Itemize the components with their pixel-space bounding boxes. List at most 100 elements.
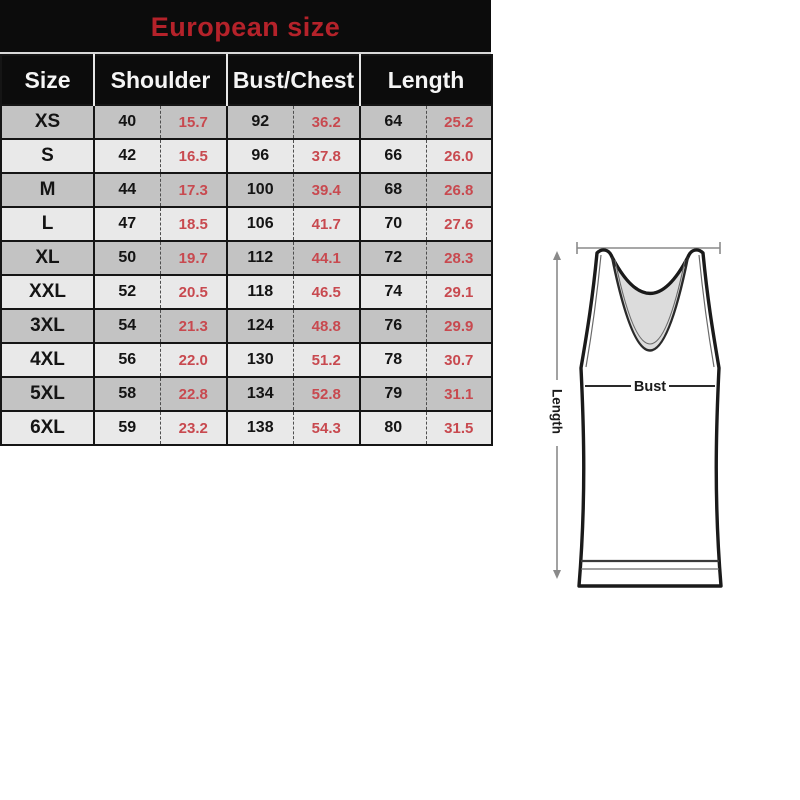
- length-measure-line: [546, 251, 568, 579]
- tank-top-diagram: Bust Length: [545, 220, 795, 600]
- shoulder-inch-value: 16.5: [159, 138, 228, 173]
- shoulder-cm-value: 59: [93, 410, 160, 445]
- size-table-header: Size Shoulder Bust/Chest Length: [1, 55, 493, 105]
- size-row-6xl: 6XL 59 23.2 138 54.3 80 31.5: [1, 410, 493, 445]
- size-label: XS: [1, 104, 94, 139]
- bust-inch-value: 37.8: [292, 138, 361, 173]
- length-inch-value: 27.6: [425, 206, 493, 241]
- shoulder-inch-value: 23.2: [159, 410, 228, 445]
- bust-cm-value: 100: [226, 172, 294, 207]
- length-cm-value: 78: [359, 342, 427, 377]
- front-neckline: [610, 256, 690, 352]
- right-armhole-stitch: [698, 254, 715, 368]
- bust-inch-value: 48.8: [292, 308, 361, 343]
- shoulder-cm-value: 54: [93, 308, 160, 343]
- column-header-bust-chest: Bust/Chest: [226, 55, 361, 105]
- length-inch-value: 26.8: [425, 172, 493, 207]
- bust-cm-value: 92: [226, 104, 294, 139]
- length-cm-value: 72: [359, 240, 427, 275]
- left-armhole-stitch: [585, 254, 602, 368]
- bust-cm-value: 124: [226, 308, 294, 343]
- size-label: 4XL: [1, 342, 94, 377]
- shoulder-inch-value: 15.7: [159, 104, 228, 139]
- size-label: XXL: [1, 274, 94, 309]
- size-label: M: [1, 172, 94, 207]
- shoulder-inch-value: 19.7: [159, 240, 228, 275]
- bust-inch-value: 41.7: [292, 206, 361, 241]
- shoulder-cm-value: 40: [93, 104, 160, 139]
- bust-cm-value: 96: [226, 138, 294, 173]
- bust-inch-value: 52.8: [292, 376, 361, 411]
- length-inch-value: 28.3: [425, 240, 493, 275]
- shoulder-measure-line: [576, 242, 721, 254]
- length-inch-value: 30.7: [425, 342, 493, 377]
- column-header-length: Length: [359, 55, 493, 105]
- bust-inch-value: 51.2: [292, 342, 361, 377]
- bust-cm-value: 130: [226, 342, 294, 377]
- size-row-xs: XS 40 15.7 92 36.2 64 25.2: [1, 104, 493, 139]
- back-neckline: [610, 256, 690, 296]
- size-row-xl: XL 50 19.7 112 44.1 72 28.3: [1, 240, 493, 275]
- shoulder-cm-value: 50: [93, 240, 160, 275]
- size-label: 3XL: [1, 308, 94, 343]
- shoulder-inch-value: 21.3: [159, 308, 228, 343]
- bust-cm-value: 106: [226, 206, 294, 241]
- shoulder-cm-value: 56: [93, 342, 160, 377]
- arrow-down-icon: [553, 570, 561, 579]
- shoulder-inch-value: 17.3: [159, 172, 228, 207]
- bust-inch-value: 36.2: [292, 104, 361, 139]
- length-inch-value: 26.0: [425, 138, 493, 173]
- size-row-s: S 42 16.5 96 37.8 66 26.0: [1, 138, 493, 173]
- bust-cm-value: 118: [226, 274, 294, 309]
- size-table: Size Shoulder Bust/Chest Length XS 40 15.7…: [0, 54, 494, 446]
- size-label: 6XL: [1, 410, 94, 445]
- length-inch-value: 29.1: [425, 274, 493, 309]
- size-label: L: [1, 206, 94, 241]
- shoulder-inch-value: 22.8: [159, 376, 228, 411]
- length-cm-value: 64: [359, 104, 427, 139]
- front-neckline-stitch: [614, 259, 686, 345]
- size-table-body: XS 40 15.7 92 36.2 64 25.2 S 42 16.5 96 37.8 66 26.0 M…: [1, 104, 493, 445]
- length-cm-value: 74: [359, 274, 427, 309]
- size-row-l: L 47 18.5 106 41.7 70 27.6: [1, 206, 493, 241]
- size-label: XL: [1, 240, 94, 275]
- shoulder-cm-value: 47: [93, 206, 160, 241]
- shoulder-cm-value: 52: [93, 274, 160, 309]
- bust-cm-value: 134: [226, 376, 294, 411]
- size-row-xxl: XXL 52 20.5 118 46.5 74 29.1: [1, 274, 493, 309]
- tank-top-drawing: Bust Length: [546, 242, 723, 588]
- length-cm-value: 68: [359, 172, 427, 207]
- column-header-shoulder: Shoulder: [92, 55, 228, 105]
- bust-label: Bust: [634, 379, 666, 395]
- shoulder-inch-value: 20.5: [159, 274, 228, 309]
- size-row-m: M 44 17.3 100 39.4 68 26.8: [1, 172, 493, 207]
- size-row-3xl: 3XL 54 21.3 124 48.8 76 29.9: [1, 308, 493, 343]
- length-cm-value: 70: [359, 206, 427, 241]
- length-cm-value: 76: [359, 308, 427, 343]
- size-row-4xl: 4XL 56 22.0 130 51.2 78 30.7: [1, 342, 493, 377]
- length-label: Length: [550, 389, 565, 434]
- size-row-5xl: 5XL 58 22.8 134 52.8 79 31.1: [1, 376, 493, 411]
- table-title: European size: [0, 0, 491, 54]
- bust-cm-value: 138: [226, 410, 294, 445]
- bust-inch-value: 39.4: [292, 172, 361, 207]
- column-header-size: Size: [1, 55, 94, 105]
- length-cm-value: 79: [359, 376, 427, 411]
- shoulder-inch-value: 18.5: [159, 206, 228, 241]
- length-inch-value: 25.2: [425, 104, 493, 139]
- length-inch-value: 31.5: [425, 410, 493, 445]
- length-inch-value: 29.9: [425, 308, 493, 343]
- bust-inch-value: 54.3: [292, 410, 361, 445]
- arrow-up-icon: [553, 251, 561, 260]
- size-label: 5XL: [1, 376, 94, 411]
- size-label: S: [1, 138, 94, 173]
- length-cm-value: 80: [359, 410, 427, 445]
- shoulder-cm-value: 58: [93, 376, 160, 411]
- bust-cm-value: 112: [226, 240, 294, 275]
- bust-inch-value: 44.1: [292, 240, 361, 275]
- size-table-panel: European size Size Shoulder Bust/Chest L…: [0, 0, 494, 446]
- shoulder-cm-value: 42: [93, 138, 160, 173]
- bust-inch-value: 46.5: [292, 274, 361, 309]
- length-cm-value: 66: [359, 138, 427, 173]
